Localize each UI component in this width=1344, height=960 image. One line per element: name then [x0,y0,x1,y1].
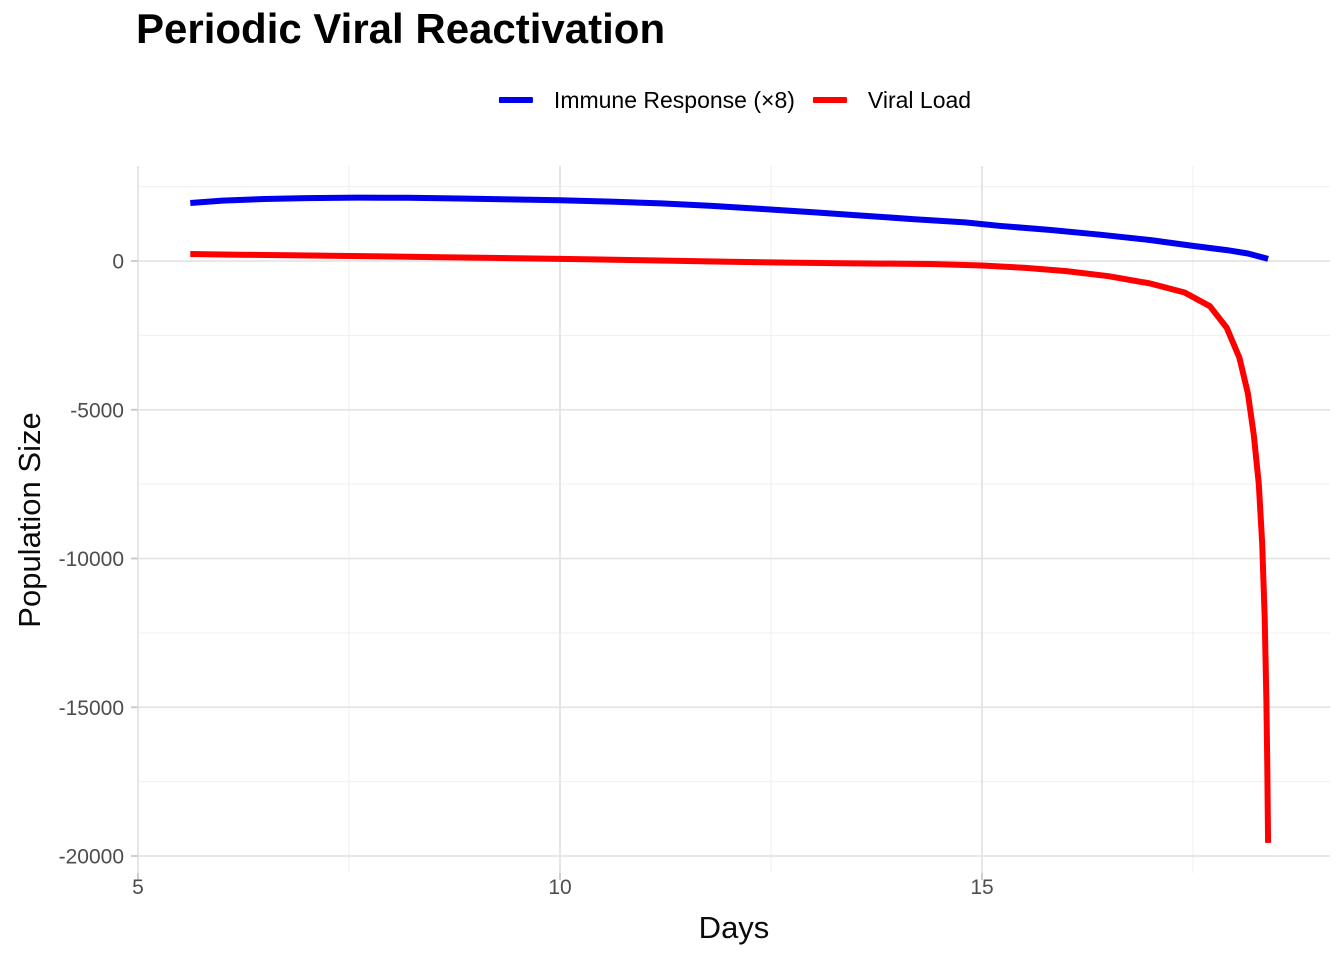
legend-label-immune-response: Immune Response (×8) [553,86,795,113]
y-tick-label: -10000 [59,548,124,571]
legend-item-viral-load: Viral Load [812,86,972,114]
legend-key-line-viral-load [812,97,847,103]
x-tick-label: 10 [548,876,571,899]
y-tick-label: -20000 [59,846,124,869]
series-line-viral-load [190,251,1272,843]
legend: Immune Response (×8) Viral Load [498,86,972,114]
legend-item-immune-response: Immune Response (×8) [498,86,795,114]
y-tick-label: 0 [112,251,124,274]
legend-label-viral-load: Viral Load [867,86,972,113]
y-tick-label: -5000 [70,399,124,422]
x-tick-label: 5 [132,876,144,899]
series-line-immune-response-8 [190,194,1269,262]
legend-key-line-immune-response [498,97,533,103]
y-tick-label: -15000 [59,697,124,720]
chart-title: Periodic Viral Reactivation [136,5,666,52]
x-tick-label: 15 [970,876,993,899]
x-axis-title: Days [698,910,770,945]
